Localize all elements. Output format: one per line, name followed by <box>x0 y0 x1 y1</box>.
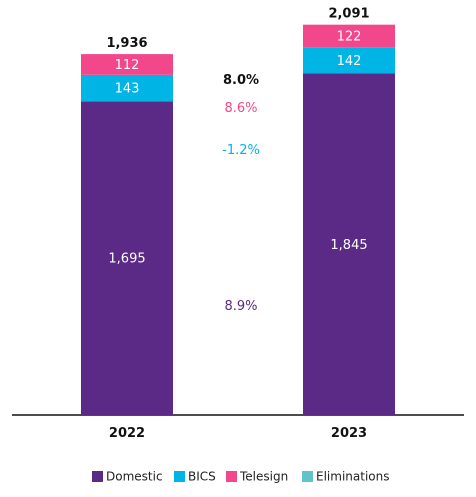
legend-label-telesign: Telesign <box>239 470 288 484</box>
data-label-telesign-2023: 122 <box>337 29 362 44</box>
bar-telesign-2023 <box>303 24 395 48</box>
legend-label-domestic: Domestic <box>106 470 163 484</box>
legend: Domestic BICS Telesign Eliminations <box>92 470 389 484</box>
bar-telesign-2022 <box>81 54 173 75</box>
growth-label-bics: -1.2% <box>222 143 260 158</box>
legend-swatch-telesign <box>226 471 237 482</box>
legend-swatch-domestic <box>92 471 103 482</box>
legend-label-eliminations: Eliminations <box>316 470 389 484</box>
bar-domestic-2022 <box>81 101 173 415</box>
data-label-bics-2023: 142 <box>337 54 362 69</box>
total-label-2023: 2,091 <box>328 7 369 22</box>
data-label-domestic-2023: 1,845 <box>330 238 367 253</box>
growth-annotations: 8.0% 8.6% -1.2% 8.9% <box>222 73 260 314</box>
growth-label-telesign: 8.6% <box>224 101 257 116</box>
data-label-domestic-2022: 1,695 <box>108 252 145 267</box>
data-label-bics-2022: 143 <box>115 82 140 97</box>
x-tick-label-2023: 2023 <box>331 426 367 441</box>
growth-label-domestic: 8.9% <box>224 299 257 314</box>
growth-label-total: 8.0% <box>223 73 259 88</box>
legend-label-bics: BICS <box>188 470 216 484</box>
total-label-2022: 1,936 <box>106 36 147 51</box>
bar-domestic-2023 <box>303 73 395 415</box>
bar-bics-2022 <box>81 74 173 102</box>
bar-bics-2023 <box>303 47 395 74</box>
legend-swatch-eliminations <box>302 471 313 482</box>
x-tick-label-2022: 2022 <box>109 426 145 441</box>
bars: 1,695 143 112 1,936 2022 1,845 142 122 2,091 2023 <box>81 7 395 441</box>
data-label-telesign-2022: 112 <box>115 58 140 73</box>
legend-swatch-bics <box>174 471 185 482</box>
